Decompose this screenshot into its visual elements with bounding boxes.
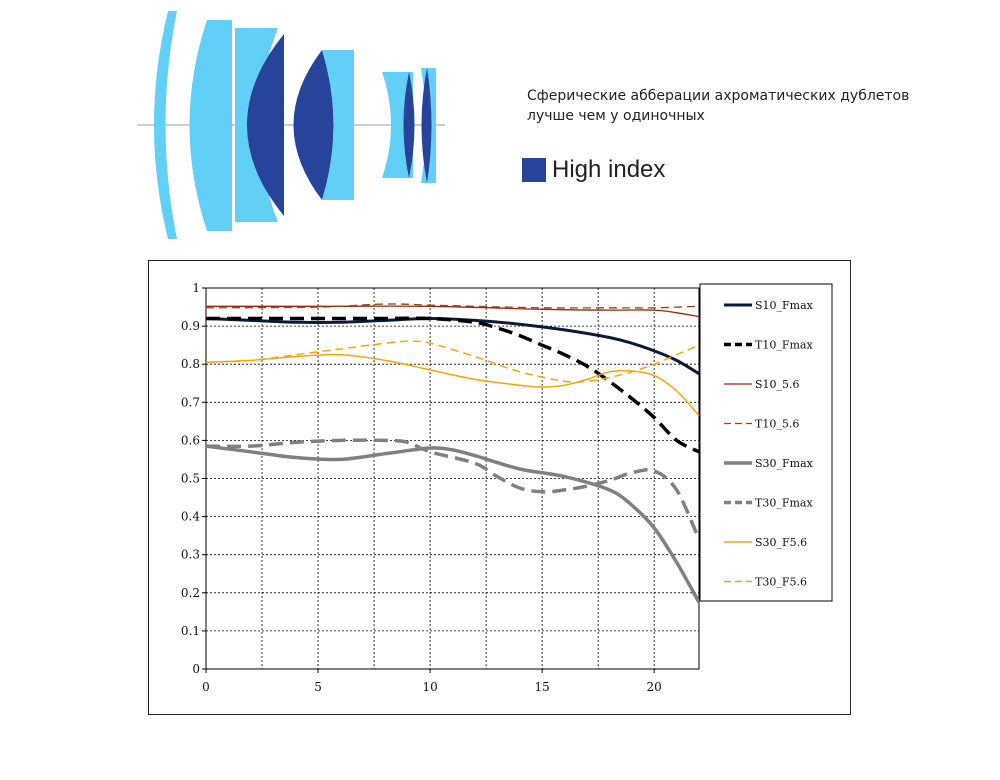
legend-label: S30_Fmax (755, 457, 814, 470)
series-line-S30-F5-6 (205, 353, 700, 417)
series-line-T10-Fmax (205, 316, 700, 454)
legend-label: T30_F5.6 (755, 576, 807, 589)
x-tick-label: 15 (534, 680, 549, 694)
legend-box (699, 283, 833, 602)
y-tick-label: 0.2 (181, 586, 200, 600)
x-tick-label: 5 (314, 680, 322, 694)
series-line-T30-Fmax (205, 438, 701, 541)
lens-element-5 (247, 34, 284, 216)
lens-element-3 (207, 20, 232, 231)
caption-line-1: Сферические абберации ахроматических дуб… (527, 88, 910, 104)
legend-label: T30_Fmax (755, 497, 813, 510)
y-tick-label: 0.7 (181, 395, 200, 409)
legend-label: S10_5.6 (755, 378, 800, 391)
legend-label: S10_Fmax (755, 299, 814, 312)
y-tick-label: 0.9 (181, 319, 200, 333)
high-index-legend: High index (522, 156, 665, 184)
lens-element-6 (293, 50, 334, 200)
lens-element-1 (154, 11, 177, 239)
lens-element-7 (322, 50, 354, 200)
high-index-label: High index (552, 156, 666, 183)
y-tick-label: 0.3 (181, 548, 200, 562)
y-tick-label: 0.1 (181, 624, 200, 638)
legend-label: S30_F5.6 (755, 536, 807, 549)
legend-label: T10_Fmax (755, 339, 813, 352)
mtf-chart: 0 5 10 15 20 0 0.1 0.2 0.3 0.4 0.5 0.6 0.7 0.8 0.9 1 S10… (181, 281, 833, 694)
y-tick-label: 0.5 (181, 472, 200, 486)
mtf-chart-frame: 0 5 10 15 20 0 0.1 0.2 0.3 0.4 0.5 0.6 0.7 0.8 0.9 1 S10… (148, 260, 851, 715)
high-index-swatch (522, 158, 546, 182)
lens-element-9 (403, 72, 415, 178)
series-line-T10-5-6 (205, 303, 700, 309)
lens-element-11 (421, 68, 432, 183)
series-line-S10-5-6 (206, 305, 700, 318)
series-line-T30-F5-6 (205, 340, 700, 383)
y-tick-label: 0.8 (181, 357, 200, 371)
legend-label: T10_5.6 (755, 418, 799, 431)
series-line-S10-Fmax (205, 317, 700, 375)
y-tick-label: 0.4 (181, 510, 200, 524)
y-tick-label: 0.6 (181, 433, 200, 447)
x-tick-label: 0 (202, 680, 210, 694)
series-line-S30-Fmax (205, 444, 701, 604)
caption-line-2: лучше чем у одиночных (527, 108, 705, 124)
y-tick-label: 1 (192, 281, 200, 295)
x-tick-label: 20 (647, 680, 662, 694)
lens-element-2 (189, 20, 207, 231)
caption: Сферические абберации ахроматических дуб… (527, 86, 909, 126)
y-tick-label: 0 (192, 662, 200, 676)
lens-diagram (137, 11, 445, 239)
x-tick-label: 10 (422, 680, 437, 694)
